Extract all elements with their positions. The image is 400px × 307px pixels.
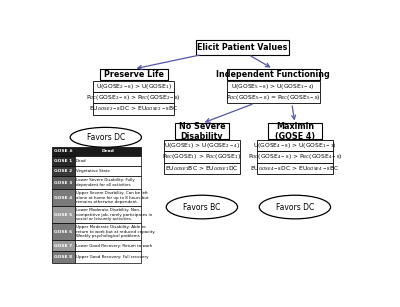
Ellipse shape (70, 127, 142, 147)
FancyBboxPatch shape (227, 69, 320, 80)
FancyBboxPatch shape (52, 206, 75, 223)
FancyBboxPatch shape (75, 166, 142, 176)
FancyBboxPatch shape (94, 103, 174, 115)
Text: P$_{DC}$(GOSE$_{4-8}$) > P$_{BC}$(GOSE$_{4-8}$): P$_{DC}$(GOSE$_{4-8}$) > P$_{BC}$(GOSE$_… (248, 153, 342, 161)
Text: Maximin
(GOSE 4): Maximin (GOSE 4) (275, 122, 315, 141)
Text: EU$_{GOSE 2-8}$DC > EU$_{GOSE2-8}$BC: EU$_{GOSE 2-8}$DC > EU$_{GOSE2-8}$BC (89, 104, 178, 113)
Text: EU$_{GOSE1}$BC > EU$_{GOSE1}$DC: EU$_{GOSE1}$BC > EU$_{GOSE1}$DC (165, 164, 239, 173)
FancyBboxPatch shape (164, 151, 240, 163)
Text: Favors BC: Favors BC (183, 203, 220, 212)
FancyBboxPatch shape (52, 223, 75, 240)
FancyBboxPatch shape (227, 80, 320, 92)
FancyBboxPatch shape (94, 80, 174, 92)
FancyBboxPatch shape (75, 156, 142, 166)
Text: Elicit Patient Values: Elicit Patient Values (197, 43, 287, 52)
Text: GOSE 4: GOSE 4 (54, 196, 72, 200)
Text: Preserve Life: Preserve Life (104, 70, 164, 79)
FancyBboxPatch shape (196, 41, 289, 55)
Text: U(GOSE$_{5-8}$) > U(GOSE$_{1-4}$): U(GOSE$_{5-8}$) > U(GOSE$_{1-4}$) (231, 82, 315, 91)
FancyBboxPatch shape (164, 163, 240, 174)
Text: EU$_{GOSE4-8}$DC > EU$_{GOSE4-8}$BC: EU$_{GOSE4-8}$DC > EU$_{GOSE4-8}$BC (250, 164, 340, 173)
FancyBboxPatch shape (75, 251, 142, 263)
Text: Favors DC: Favors DC (276, 203, 314, 212)
FancyBboxPatch shape (227, 92, 320, 103)
Text: U(GOSE$_{4-8}$) > U(GOSE$_{1-3}$): U(GOSE$_{4-8}$) > U(GOSE$_{1-3}$) (253, 141, 337, 150)
Text: Favors DC: Favors DC (87, 133, 125, 142)
Text: P$_{DC}$(GOSE$_{2-8}$) > P$_{BC}$(GOSE$_{2-8}$): P$_{DC}$(GOSE$_{2-8}$) > P$_{BC}$(GOSE$_… (86, 93, 181, 102)
FancyBboxPatch shape (75, 176, 142, 189)
FancyBboxPatch shape (52, 156, 75, 166)
Text: U(GOSE$_1$) > U(GOSE$_{2-4}$): U(GOSE$_1$) > U(GOSE$_{2-4}$) (164, 141, 240, 150)
FancyBboxPatch shape (175, 123, 229, 139)
Text: GOSE 2: GOSE 2 (54, 169, 72, 173)
FancyBboxPatch shape (75, 223, 142, 240)
Text: Lower Moderate Disability: Non-
competitive job, rarely participates in
social o: Lower Moderate Disability: Non- competit… (76, 208, 152, 221)
Text: GOSE #: GOSE # (54, 150, 72, 154)
Text: Upper Severe Disability: Can be left
alone at home for up to 8 hours but
remains: Upper Severe Disability: Can be left alo… (76, 191, 149, 204)
FancyBboxPatch shape (52, 147, 142, 156)
FancyBboxPatch shape (75, 189, 142, 206)
Text: GOSE 8: GOSE 8 (54, 255, 72, 259)
FancyBboxPatch shape (52, 240, 75, 251)
Text: GOSE 5: GOSE 5 (54, 213, 72, 217)
Text: Vegetative State: Vegetative State (76, 169, 110, 173)
Ellipse shape (166, 195, 238, 219)
FancyBboxPatch shape (75, 206, 142, 223)
FancyBboxPatch shape (94, 92, 174, 103)
Text: Lower Severe Disability: Fully
dependent for all activities: Lower Severe Disability: Fully dependent… (76, 178, 135, 187)
Text: Dead: Dead (102, 150, 114, 154)
FancyBboxPatch shape (268, 123, 322, 139)
FancyBboxPatch shape (52, 166, 75, 176)
Text: No Severe
Disability: No Severe Disability (178, 122, 225, 141)
FancyBboxPatch shape (52, 251, 75, 263)
Ellipse shape (259, 195, 330, 219)
FancyBboxPatch shape (52, 176, 75, 189)
Text: Upper Good Recovery: Full recovery: Upper Good Recovery: Full recovery (76, 255, 148, 259)
FancyBboxPatch shape (164, 140, 240, 151)
FancyBboxPatch shape (100, 69, 168, 80)
Text: Lower Good Recovery: Return to work: Lower Good Recovery: Return to work (76, 244, 152, 248)
Text: U(GOSE$_{2-8}$) > U(GOSE$_1$): U(GOSE$_{2-8}$) > U(GOSE$_1$) (96, 82, 172, 91)
Text: P$_{BC}$(GOSE$_1$) > P$_{DC}$(GOSE$_1$): P$_{BC}$(GOSE$_1$) > P$_{DC}$(GOSE$_1$) (162, 153, 241, 161)
FancyBboxPatch shape (257, 151, 333, 163)
Text: Dead: Dead (76, 159, 87, 163)
FancyBboxPatch shape (75, 240, 142, 251)
Text: Independent Functioning: Independent Functioning (216, 70, 330, 79)
Text: GOSE 3: GOSE 3 (54, 181, 72, 185)
FancyBboxPatch shape (52, 189, 75, 206)
Text: GOSE 7: GOSE 7 (54, 244, 72, 248)
FancyBboxPatch shape (257, 163, 333, 174)
Text: GOSE 6: GOSE 6 (54, 230, 72, 234)
FancyBboxPatch shape (257, 140, 333, 151)
Text: Upper Moderate Disability: Able to
return to work but at reduced capacity.
Weekl: Upper Moderate Disability: Able to retur… (76, 225, 155, 238)
Text: GOSE 1: GOSE 1 (54, 159, 72, 163)
Text: P$_{DC}$(GOSE$_{5-8}$) = P$_{BC}$(GOSE$_{5-8}$): P$_{DC}$(GOSE$_{5-8}$) = P$_{BC}$(GOSE$_… (226, 93, 320, 102)
